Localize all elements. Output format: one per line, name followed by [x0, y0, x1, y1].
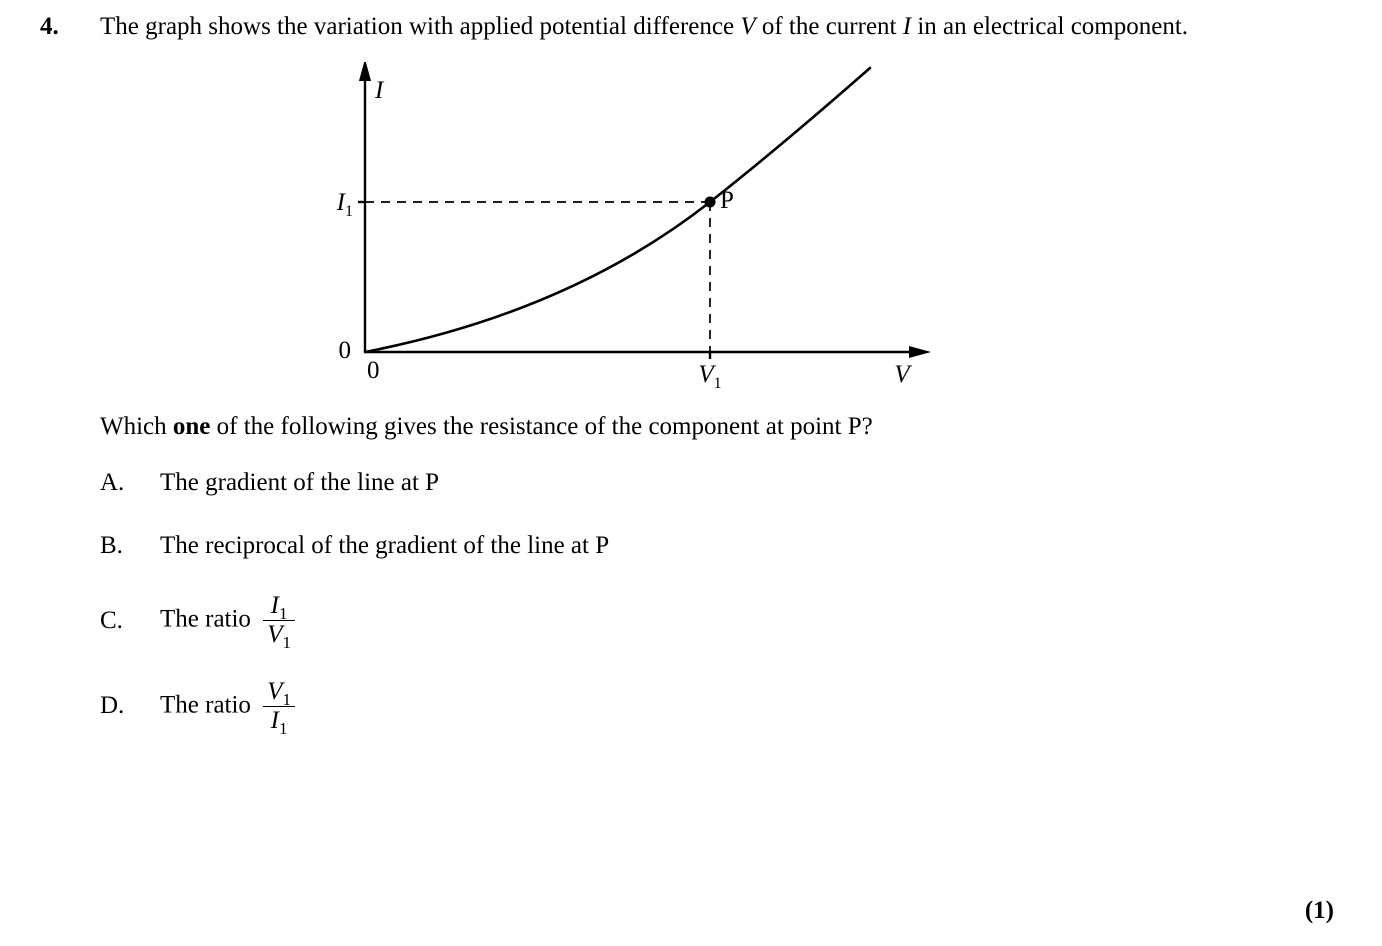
- svg-text:V: V: [894, 361, 912, 388]
- sub-q-lead: Which: [100, 413, 173, 440]
- option-C-den-var: V: [267, 621, 282, 648]
- option-C-num-var: I: [271, 592, 279, 619]
- options-list: A. The gradient of the line at P B. The …: [100, 466, 1342, 735]
- option-C-text: The ratio I1 V1: [160, 593, 295, 649]
- option-C-num: I1: [263, 593, 295, 621]
- svg-text:I1: I1: [336, 189, 353, 220]
- option-D-num: V1: [263, 679, 295, 707]
- option-D-den: I1: [263, 707, 295, 734]
- sub-q-bold: one: [173, 413, 211, 440]
- option-B-label: B.: [100, 529, 160, 563]
- option-B: B. The reciprocal of the gradient of the…: [100, 529, 1342, 563]
- svg-text:P: P: [720, 187, 734, 214]
- option-C-lead: The ratio: [160, 605, 257, 632]
- iv-graph: I I1 00 V1 V P: [310, 62, 950, 392]
- option-D-lead: The ratio: [160, 691, 257, 718]
- option-D-label: D.: [100, 689, 160, 723]
- question-body: The graph shows the variation with appli…: [100, 10, 1342, 764]
- option-D-num-sub: 1: [282, 690, 291, 709]
- option-A: A. The gradient of the line at P: [100, 466, 1342, 500]
- question-number: 4.: [40, 10, 100, 44]
- option-C-num-sub: 1: [279, 604, 288, 623]
- option-C-label: C.: [100, 604, 160, 638]
- svg-text:0: 0: [339, 337, 352, 364]
- option-D-num-var: V: [267, 678, 282, 705]
- page: 4. The graph shows the variation with ap…: [0, 0, 1382, 946]
- question-stem: The graph shows the variation with appli…: [100, 10, 1342, 44]
- svg-text:I: I: [374, 77, 385, 104]
- stem-text-3: in an electrical component.: [911, 13, 1188, 40]
- svg-text:V1: V1: [698, 361, 721, 392]
- option-C: C. The ratio I1 V1: [100, 593, 1342, 649]
- sub-q-tail: of the following gives the resistance of…: [210, 413, 872, 440]
- option-C-den-sub: 1: [282, 633, 291, 652]
- stem-text-1: The graph shows the variation with appli…: [100, 13, 740, 40]
- option-B-text: The reciprocal of the gradient of the li…: [160, 529, 609, 563]
- sub-question: Which one of the following gives the res…: [100, 410, 1342, 444]
- graph-container: I I1 00 V1 V P: [100, 62, 1382, 392]
- stem-text-2: of the current: [756, 13, 903, 40]
- option-D-den-sub: 1: [279, 719, 288, 738]
- var-V: V: [740, 13, 755, 40]
- option-D-fraction: V1 I1: [263, 679, 295, 735]
- option-C-fraction: I1 V1: [263, 593, 295, 649]
- var-I: I: [903, 13, 911, 40]
- option-C-den: V1: [263, 621, 295, 648]
- option-D: D. The ratio V1 I1: [100, 679, 1342, 735]
- svg-text:0: 0: [367, 357, 380, 384]
- option-D-text: The ratio V1 I1: [160, 679, 295, 735]
- option-A-text: The gradient of the line at P: [160, 466, 439, 500]
- question-row: 4. The graph shows the variation with ap…: [40, 10, 1342, 764]
- option-D-den-var: I: [271, 707, 279, 734]
- marks: (1): [1305, 894, 1334, 928]
- option-A-label: A.: [100, 466, 160, 500]
